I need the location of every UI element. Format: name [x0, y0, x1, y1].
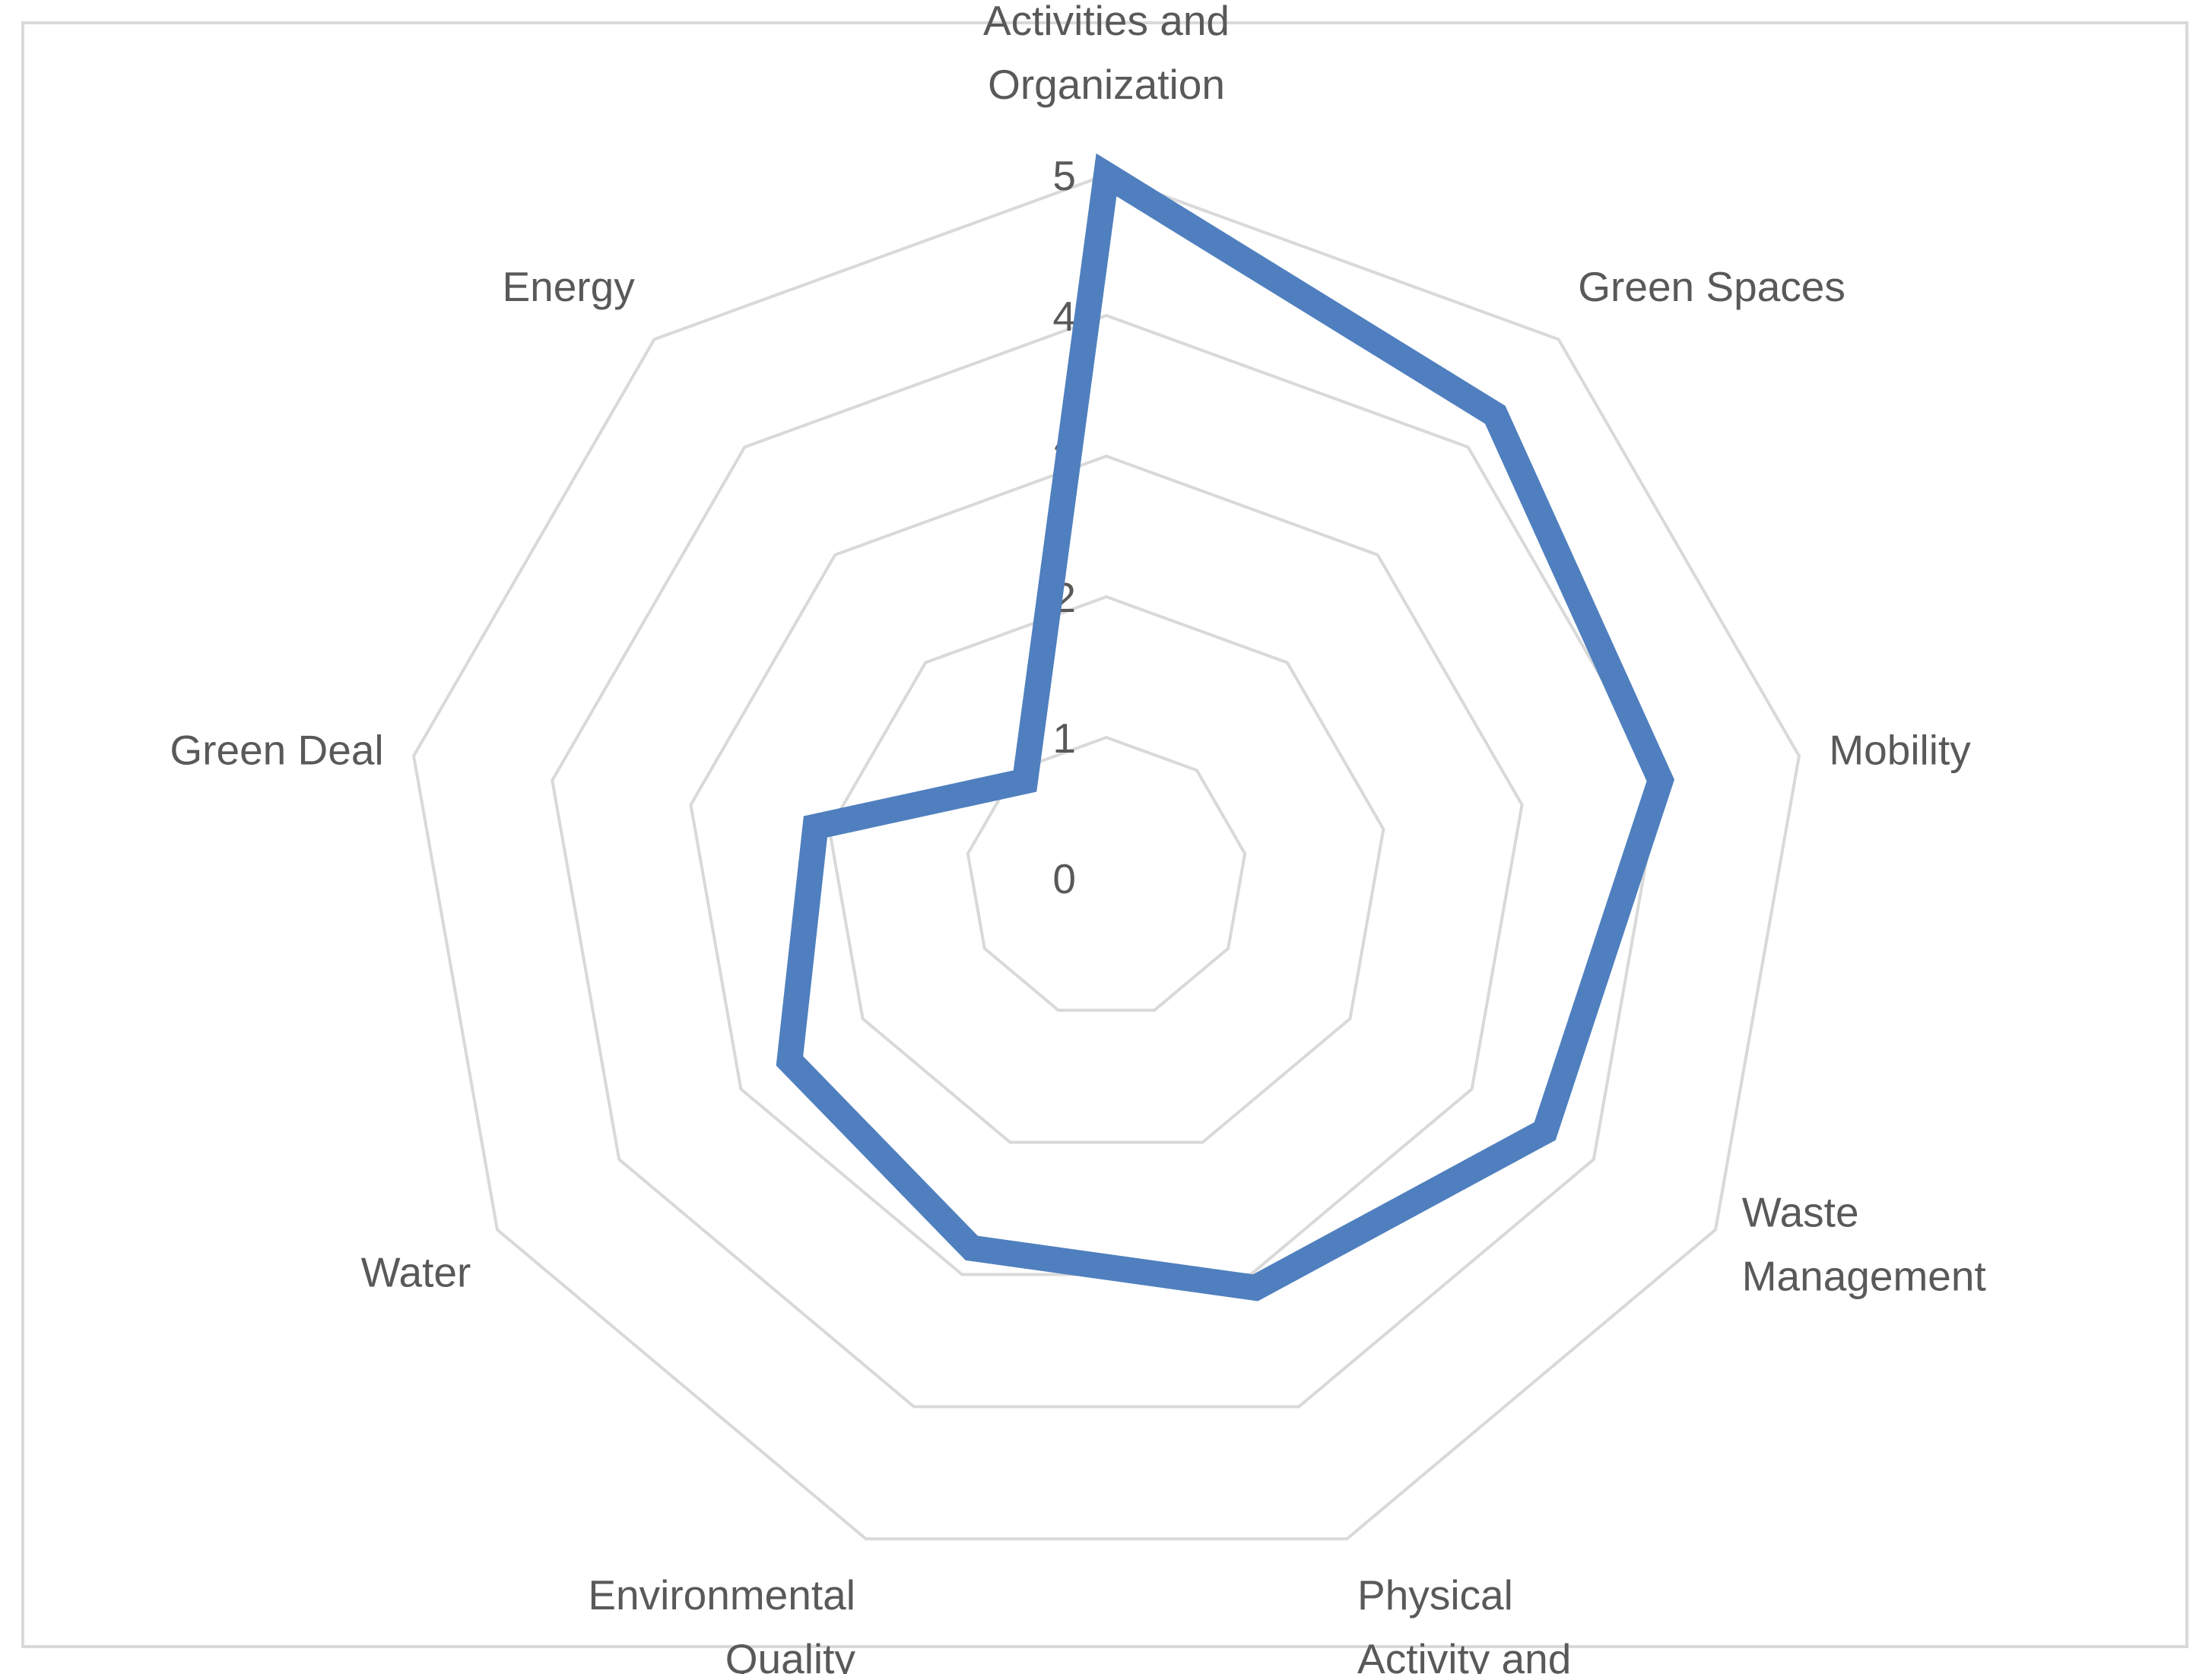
category-label: Waste Management	[1742, 1189, 1986, 1300]
grid-ring-4	[551, 313, 1662, 1409]
radial-tick-label: 1	[1052, 715, 1076, 762]
radar-grid	[411, 173, 1801, 1541]
chart-frame	[21, 21, 2188, 1648]
series-point	[1023, 780, 1026, 782]
series-layer	[776, 153, 1674, 1301]
category-labels: Activities and Organization Green Spaces Mo…	[170, 0, 1985, 1674]
category-label: Green Spaces	[1578, 263, 1845, 310]
radial-tick-label: 5	[1052, 152, 1076, 199]
category-label: Energy	[502, 263, 635, 310]
category-label: Environmental Quality	[588, 1571, 855, 1674]
series-point	[1106, 174, 1107, 176]
grid-ring-1	[966, 735, 1247, 1012]
category-label: Green Deal	[170, 726, 383, 773]
category-label: Mobility	[1829, 726, 1971, 773]
series-point	[789, 1060, 791, 1062]
series-point	[1494, 414, 1496, 416]
series-point	[970, 1247, 973, 1249]
series-line	[776, 153, 1674, 1301]
radial-tick-label: 0	[1052, 855, 1076, 902]
category-label: Activities and Organization	[983, 0, 1230, 108]
radial-tick-label: 4	[1052, 293, 1076, 340]
series-point	[1255, 1286, 1257, 1289]
series-point	[814, 826, 817, 828]
grid-ring-5	[411, 173, 1801, 1541]
series-point	[1659, 779, 1661, 782]
category-label: Water	[361, 1249, 471, 1296]
series-point	[1544, 1130, 1546, 1132]
grid-ring-2	[827, 594, 1385, 1144]
